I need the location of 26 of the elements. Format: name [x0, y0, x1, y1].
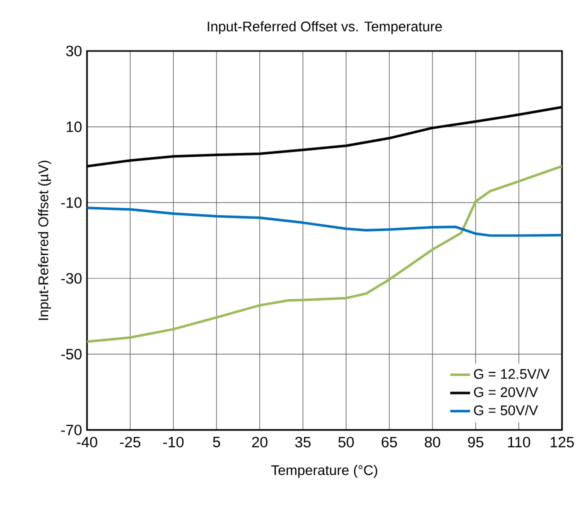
y-tick-label: -70	[61, 424, 82, 436]
x-tick-label: 50	[338, 436, 354, 448]
legend-label: G = 12.5V/V	[474, 368, 550, 379]
x-tick-label: 65	[382, 436, 397, 448]
x-tick-label: 5	[212, 436, 220, 448]
x-tick-label: -40	[76, 436, 98, 448]
y-tick-label: -10	[61, 197, 82, 208]
chart-title: Input-Referred Offset vs. Temperature	[208, 21, 442, 34]
x-tick-label: 95	[468, 436, 484, 448]
x-tick-label: 20	[252, 436, 268, 448]
x-tick-label: -25	[120, 436, 140, 448]
y-tick-label: -30	[61, 273, 82, 284]
x-tick-label: -10	[163, 436, 184, 448]
legend-label: G = 50V/V	[474, 405, 538, 416]
x-tick-label: 110	[508, 436, 530, 448]
legend-label: G = 20V/V	[474, 386, 538, 398]
y-tick-label: -50	[61, 348, 82, 360]
line-series	[87, 206, 562, 237]
y-tick-label: 30	[66, 46, 82, 56]
x-axis-title: Temperature (°C)	[271, 464, 378, 478]
x-tick-label: 80	[424, 436, 440, 448]
line-series	[87, 164, 562, 343]
x-tick-label: 125	[550, 436, 574, 448]
y-axis-title: Input-Referred Offset (µV)	[38, 160, 52, 320]
x-tick-label: 35	[295, 436, 311, 448]
y-tick-label: 10	[66, 121, 82, 132]
